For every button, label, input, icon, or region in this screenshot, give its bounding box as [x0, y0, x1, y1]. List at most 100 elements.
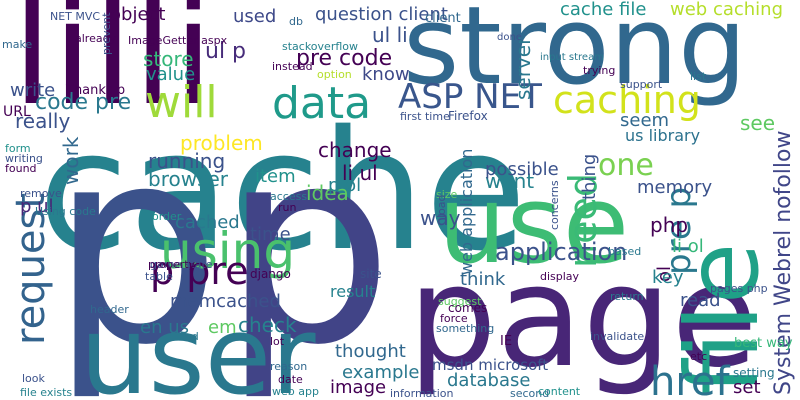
word: page: [408, 236, 758, 399]
word: instead: [272, 60, 313, 73]
word: caching: [553, 78, 701, 122]
word: end: [178, 330, 199, 343]
word: comes: [448, 301, 487, 315]
word: option: [317, 68, 352, 81]
word: information: [390, 387, 454, 400]
word: ImageGetter aspx: [128, 34, 228, 47]
word: idea: [306, 181, 349, 205]
word: set: [733, 377, 761, 398]
word: pre code: [296, 46, 392, 71]
word: running: [148, 149, 225, 173]
word: example: [342, 362, 419, 383]
word: file: [664, 243, 781, 395]
word: memory: [637, 177, 713, 198]
word: run: [278, 201, 296, 214]
word: client: [425, 11, 461, 26]
word: cache: [38, 95, 527, 287]
word: NET MVC: [50, 10, 100, 23]
word: concerns: [548, 180, 561, 230]
word: write: [10, 80, 55, 101]
word: want: [485, 169, 534, 193]
word: php: [650, 213, 688, 237]
word: href: [650, 359, 731, 400]
word: change: [318, 138, 392, 162]
word: memcached: [170, 291, 281, 312]
word: p: [50, 89, 221, 400]
word: know: [362, 64, 410, 85]
word: invalidate: [590, 330, 644, 343]
word: input stream: [540, 52, 604, 63]
word: already: [75, 32, 117, 45]
word: p: [222, 89, 393, 400]
word: server: [511, 36, 535, 100]
word: trying: [583, 64, 615, 77]
word: lot: [270, 335, 285, 348]
word: strong: [403, 0, 747, 109]
word: way: [420, 206, 461, 230]
word: really: [15, 109, 70, 133]
word: p ul: [20, 196, 54, 217]
word: data: [272, 78, 371, 129]
word: object: [110, 4, 165, 25]
word: writing: [5, 152, 43, 165]
word: file exists: [20, 386, 72, 399]
word: prevent: [100, 12, 113, 55]
word: possible: [485, 159, 559, 180]
word: em: [208, 317, 237, 338]
word: result: [330, 282, 375, 301]
word: work: [59, 136, 83, 185]
word: cached: [175, 212, 240, 233]
word: System Webrel nofollow: [771, 131, 796, 395]
word: question client: [315, 4, 448, 25]
word: cache file: [560, 0, 646, 20]
word: pages php: [710, 282, 768, 295]
word: li ul: [342, 161, 378, 185]
word: image: [330, 377, 386, 398]
word: check: [238, 313, 297, 337]
word: store: [143, 47, 194, 71]
word: reason: [270, 360, 307, 373]
word: db: [289, 15, 303, 28]
word: item: [255, 166, 296, 187]
word: table: [145, 270, 173, 283]
word: database: [447, 370, 530, 391]
word: code pre: [35, 90, 131, 115]
word: web app: [272, 385, 319, 398]
word: setting: [733, 366, 775, 380]
word: ul p: [205, 39, 246, 64]
word: request: [8, 193, 54, 345]
word: IE: [500, 334, 512, 349]
word: need: [561, 173, 605, 268]
word: pre p: [659, 187, 699, 275]
word: return: [610, 290, 644, 303]
word: header: [90, 303, 129, 316]
word: use: [438, 163, 629, 288]
word: web caching: [670, 0, 783, 20]
word: en us: [140, 317, 189, 338]
word: Thanks p: [65, 83, 125, 98]
word: remove: [20, 187, 62, 200]
word: using: [160, 222, 295, 280]
word: best way: [734, 336, 793, 351]
word: us library: [625, 126, 700, 145]
word: make: [2, 38, 32, 51]
word: something: [436, 322, 494, 335]
word: display: [540, 270, 580, 283]
word: URL: [3, 104, 31, 120]
word: li ol: [672, 236, 704, 257]
word: ul li: [372, 23, 408, 47]
word: see: [740, 111, 775, 135]
word: force: [440, 312, 468, 325]
word: django: [250, 267, 291, 281]
word: thought: [335, 341, 406, 362]
word: access: [270, 190, 307, 203]
word: site: [360, 267, 382, 281]
word: key: [652, 267, 684, 288]
word: Using code: [35, 205, 96, 218]
word: stackoverflow: [282, 40, 358, 53]
word: Firefox: [448, 109, 488, 123]
word: done: [497, 32, 522, 43]
word: web application: [457, 149, 476, 275]
word: found: [5, 162, 37, 175]
